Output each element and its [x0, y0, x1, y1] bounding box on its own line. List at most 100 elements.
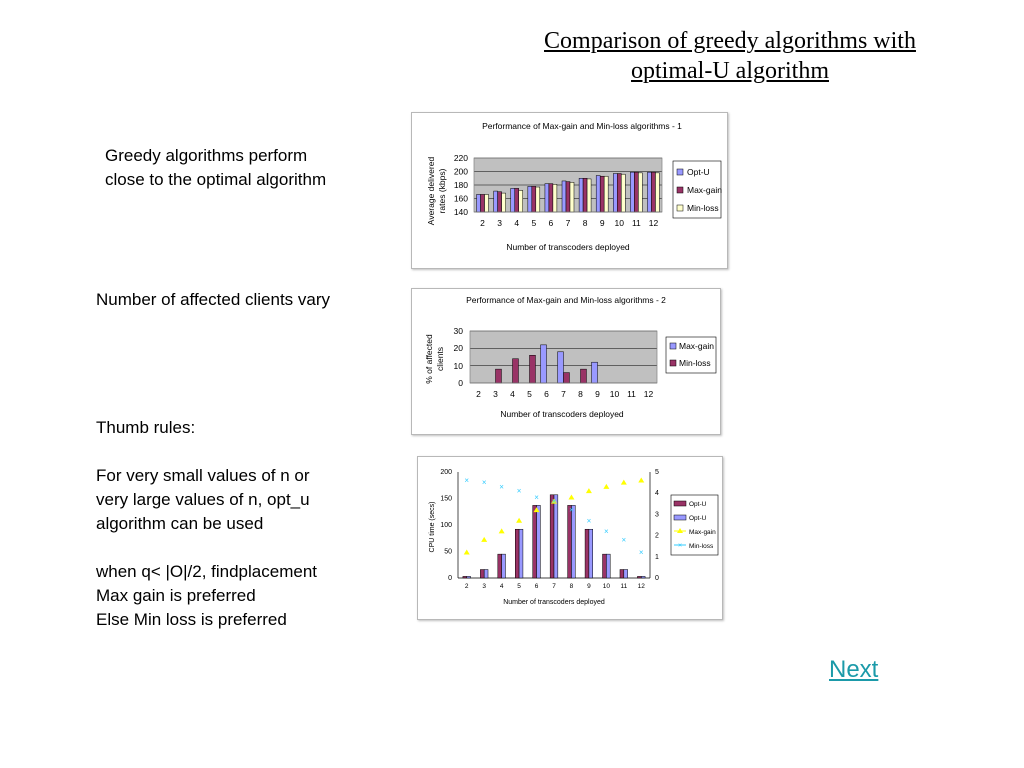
chart1-legend: Opt-U Max-gain Min-loss	[672, 160, 722, 219]
bar-3	[501, 192, 506, 213]
bar-2	[512, 358, 519, 384]
x-tick-label: 10	[603, 583, 611, 590]
bar-2	[582, 178, 588, 213]
point-max-gain	[463, 549, 470, 555]
x-tick-label: 2	[480, 218, 485, 228]
chart1-xticks: 2 3 4 5 6 7 8 9 10 11 12	[480, 218, 658, 228]
x-tick-label: 10	[615, 218, 625, 228]
bar-opt-u-2	[553, 494, 559, 579]
x-tick-label: 2	[476, 389, 481, 399]
chart1-ylabel-line1: Average delivered	[426, 157, 436, 226]
bar-1	[476, 194, 481, 213]
chart3-y2tick: 2	[655, 533, 659, 540]
chart3-points: × × × × × × × × × × ×	[463, 476, 645, 557]
x-tick-label: 8	[583, 218, 588, 228]
chart1-ytick: 180	[454, 180, 468, 190]
bar-opt-u-2	[466, 576, 471, 579]
x-tick-label: 12	[638, 583, 646, 590]
point-min-loss: ×	[534, 493, 539, 502]
bar-3	[638, 172, 643, 213]
chart3-ytick: 0	[448, 575, 452, 582]
bar-opt-u-1	[480, 569, 485, 579]
x-tick-label: 5	[527, 389, 532, 399]
bar-3	[603, 175, 609, 213]
bar-1	[544, 183, 550, 213]
x-tick-label: 6	[549, 218, 554, 228]
x-tick-label: 4	[510, 389, 515, 399]
legend-swatch-opt-u-1	[673, 500, 687, 507]
x-tick-label: 6	[544, 389, 549, 399]
legend-marker-max-gain	[677, 528, 683, 533]
chart2-ytick: 0	[458, 378, 463, 388]
slide-title-line2: optimal-U algorithm	[631, 58, 829, 84]
chart1-panel: Performance of Max-gain and Min-loss alg…	[411, 112, 728, 269]
bar-1	[578, 178, 584, 213]
chart1-ytick: 220	[454, 153, 468, 163]
bar-2	[497, 191, 502, 213]
chart2-panel: Performance of Max-gain and Min-loss alg…	[411, 288, 721, 435]
point-min-loss: ×	[604, 527, 609, 536]
bar-opt-u-1	[619, 569, 625, 579]
x-tick-label: 5	[517, 583, 521, 590]
chart3-xlabel: Number of transcoders deployed	[503, 599, 605, 606]
thumb-rules-text: Thumb rules: For very small values of n …	[96, 418, 317, 629]
chart3-y2tick: 1	[655, 554, 659, 561]
chart1-xlabel: Number of transcoders deployed	[506, 242, 630, 252]
bar-opt-u-1	[584, 528, 590, 579]
x-tick-label: 9	[600, 218, 605, 228]
legend-swatch-min-loss	[676, 204, 684, 212]
legend-swatch-opt-u	[676, 168, 684, 176]
bar-2	[563, 372, 570, 384]
bar-opt-u-2	[483, 569, 489, 579]
x-tick-label: 11	[620, 583, 627, 590]
bar-1	[647, 171, 652, 213]
chart2-xlabel: Number of transcoders deployed	[500, 409, 624, 419]
chart2-title: Performance of Max-gain and Min-loss alg…	[466, 295, 666, 305]
x-tick-label: 12	[644, 389, 654, 399]
bar-2	[651, 171, 656, 213]
chart3-y2tick: 3	[655, 511, 659, 518]
chart3-ytick: 150	[440, 496, 452, 503]
bar-2	[599, 175, 605, 213]
bar-2	[565, 181, 571, 213]
next-link[interactable]: Next	[829, 656, 879, 683]
chart1-bars	[473, 157, 663, 213]
chart1-ylabel-line2: rates (kbps)	[437, 168, 447, 213]
x-tick-label: 3	[493, 389, 498, 399]
chart3-legend: Opt-U Opt-U Max-gain × Min-loss	[670, 494, 719, 556]
x-tick-label: 4	[514, 218, 519, 228]
legend-swatch-max-gain	[669, 342, 677, 350]
bar-opt-u-1	[637, 576, 642, 579]
chart3-legend-opt-u-2: Opt-U	[689, 515, 707, 522]
x-tick-label: 7	[566, 218, 571, 228]
chart2-ytick: 30	[454, 326, 464, 336]
chart3-bars	[462, 494, 646, 579]
point-min-loss: ×	[482, 478, 487, 487]
bar-2	[531, 186, 537, 213]
chart2-yticks: 30 20 10 0	[454, 326, 464, 388]
x-tick-label: 7	[561, 389, 566, 399]
chart2-xticks: 2 3 4 5 6 7 8 9 10 11 12	[476, 389, 653, 399]
chart3-legend-max-gain: Max-gain	[689, 529, 716, 536]
chart3-ylabel: CPU time (secs)	[429, 502, 436, 553]
chart1-ytick: 160	[454, 194, 468, 204]
greedy-perform-text: Greedy algorithms perform close to the o…	[105, 146, 327, 189]
chart2-ytick: 10	[454, 361, 464, 371]
chart3-ytick: 100	[440, 522, 452, 529]
bar-opt-u-2	[588, 528, 593, 579]
legend-swatch-min-loss	[669, 359, 677, 367]
bar-2	[480, 194, 485, 213]
legend-marker-min-loss: ×	[678, 543, 682, 550]
x-tick-label: 9	[587, 583, 591, 590]
bar-2	[580, 368, 587, 384]
bar-opt-u-2	[536, 505, 541, 579]
point-max-gain	[498, 528, 505, 534]
point-max-gain	[551, 498, 557, 504]
point-min-loss: ×	[639, 548, 644, 557]
chart2-legend-max-gain: Max-gain	[679, 341, 714, 351]
chart2-legend: Max-gain Min-loss	[665, 336, 717, 374]
x-tick-label: 3	[497, 218, 502, 228]
chart3-yticks-left: 200 150 100 50 0	[440, 469, 452, 582]
point-max-gain	[603, 483, 610, 489]
point-max-gain	[585, 488, 592, 494]
